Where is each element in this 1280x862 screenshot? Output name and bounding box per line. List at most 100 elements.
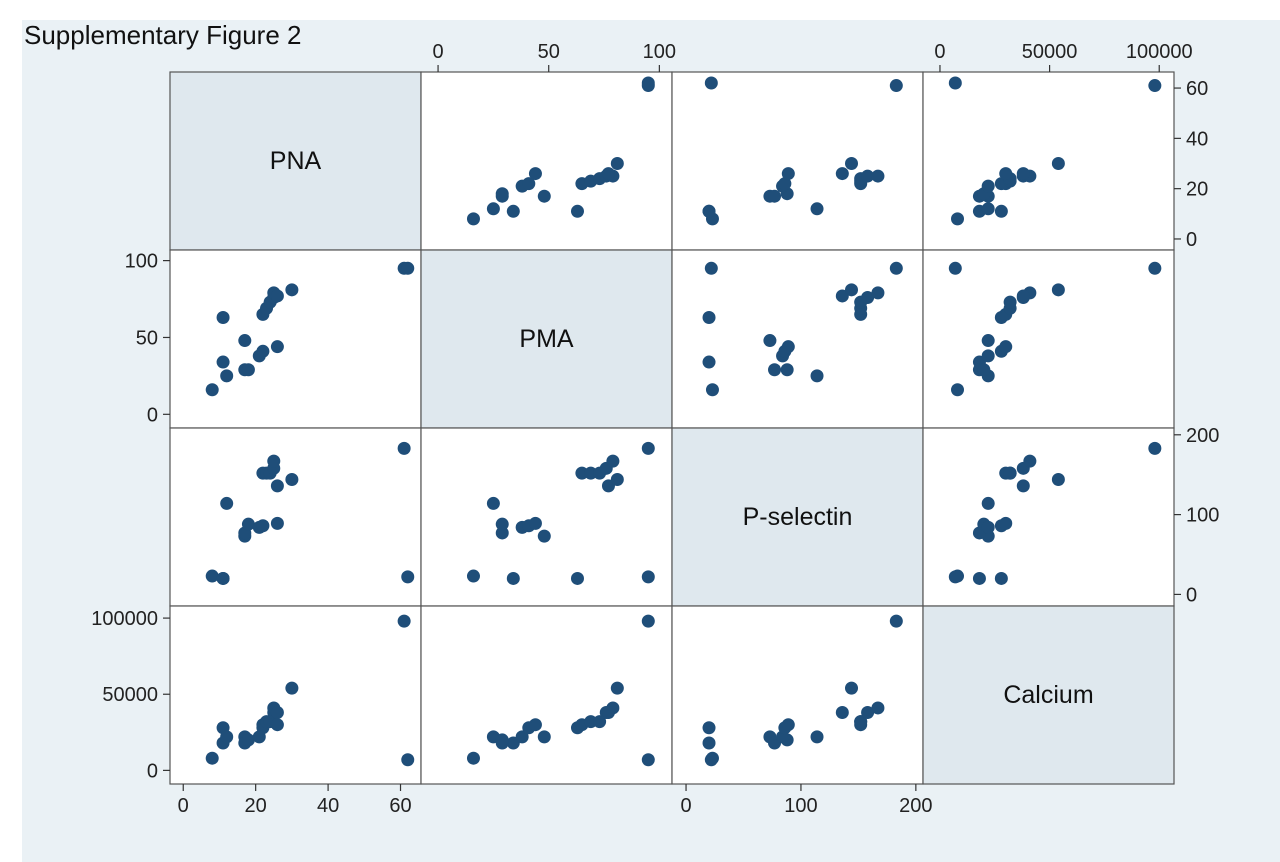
x-tick-label-p-selectin: 0 xyxy=(680,795,691,817)
data-point-pma-vs-calcium xyxy=(948,261,962,275)
data-point-pma-vs-pna xyxy=(256,344,270,358)
scatter-cell-p-selectin-vs-pma xyxy=(420,427,673,607)
data-point-pma-vs-pna xyxy=(285,283,299,297)
data-point-calcium-vs-pma xyxy=(601,706,615,720)
variable-label-pma: PMA xyxy=(519,325,574,353)
x-tick-label-calcium: 0 xyxy=(934,41,945,63)
data-point-p-selectin-vs-calcium xyxy=(1148,441,1162,455)
diagonal-cell-pma xyxy=(420,249,673,429)
data-point-pna-vs-pma xyxy=(466,212,480,226)
data-point-pna-vs-pma xyxy=(506,204,520,218)
data-point-p-selectin-vs-calcium xyxy=(948,570,962,584)
data-point-p-selectin-vs-calcium xyxy=(1003,466,1017,480)
data-point-calcium-vs-p-selectin xyxy=(704,753,718,767)
data-point-pma-vs-calcium xyxy=(981,334,995,348)
data-point-pna-vs-pma xyxy=(495,187,509,201)
data-point-calcium-vs-pna xyxy=(401,753,415,767)
data-point-pma-vs-pna xyxy=(220,369,234,383)
x-tick-label-pma: 50 xyxy=(538,41,560,63)
data-point-calcium-vs-pna xyxy=(241,733,255,747)
diagonal-cell-calcium xyxy=(922,605,1175,785)
data-point-pma-vs-pna xyxy=(270,340,284,354)
data-point-calcium-vs-p-selectin xyxy=(702,736,716,750)
scatter-cell-pna-vs-calcium xyxy=(922,71,1175,251)
data-point-p-selectin-vs-pma xyxy=(528,516,542,530)
scatter-cell-calcium-vs-pma xyxy=(420,605,673,785)
data-point-pna-vs-pma xyxy=(528,167,542,181)
data-point-pma-vs-pna xyxy=(241,363,255,377)
data-point-pna-vs-calcium xyxy=(981,179,995,193)
data-point-pna-vs-calcium xyxy=(1148,79,1162,93)
y-tick-label-calcium: 0 xyxy=(147,760,158,782)
y-tick-label-calcium: 50000 xyxy=(102,684,158,706)
x-tick-label-pna: 60 xyxy=(389,795,411,817)
data-point-pna-vs-calcium xyxy=(948,76,962,90)
data-point-p-selectin-vs-calcium xyxy=(999,516,1013,530)
data-point-p-selectin-vs-pna xyxy=(256,519,270,533)
data-point-pma-vs-p-selectin xyxy=(702,355,716,369)
scatter-cell-pma-vs-pna xyxy=(169,249,422,429)
data-point-pna-vs-calcium xyxy=(1016,167,1030,181)
x-tick-label-pma: 0 xyxy=(433,41,444,63)
data-point-pma-vs-calcium xyxy=(999,340,1013,354)
data-point-pma-vs-pna xyxy=(216,310,230,324)
data-point-calcium-vs-pma xyxy=(495,733,509,747)
data-point-p-selectin-vs-pna xyxy=(270,479,284,493)
data-point-calcium-vs-pma xyxy=(528,718,542,732)
data-point-p-selectin-vs-pma xyxy=(506,571,520,585)
x-tick-label-pma: 100 xyxy=(643,41,676,63)
data-point-pma-vs-p-selectin xyxy=(704,261,718,275)
data-point-calcium-vs-pma xyxy=(610,681,624,695)
data-point-p-selectin-vs-pna xyxy=(267,454,281,468)
data-point-pma-vs-p-selectin xyxy=(780,363,794,377)
data-point-pma-vs-pna xyxy=(205,383,219,397)
data-point-calcium-vs-pma xyxy=(515,730,529,744)
data-point-pna-vs-p-selectin xyxy=(704,76,718,90)
x-tick-label-pna: 20 xyxy=(245,795,267,817)
figure-title: Supplementary Figure 2 xyxy=(24,20,302,50)
data-point-calcium-vs-pma xyxy=(641,753,655,767)
scatter-cell-pna-vs-pma xyxy=(420,71,673,251)
y-tick-label-pma: 100 xyxy=(125,251,158,273)
data-point-p-selectin-vs-pma xyxy=(495,517,509,531)
data-point-pna-vs-pma xyxy=(570,204,584,218)
data-point-pma-vs-p-selectin xyxy=(871,286,885,300)
data-point-p-selectin-vs-pma xyxy=(486,496,500,510)
data-point-calcium-vs-pna xyxy=(270,718,284,732)
x-tick-label-calcium: 50000 xyxy=(1022,41,1078,63)
y-tick-label-p-selectin: 0 xyxy=(1186,584,1197,606)
data-point-p-selectin-vs-calcium xyxy=(972,571,986,585)
data-point-calcium-vs-p-selectin xyxy=(810,730,824,744)
data-point-pma-vs-p-selectin xyxy=(705,383,719,397)
data-point-p-selectin-vs-pna xyxy=(401,570,415,584)
data-point-pna-vs-p-selectin xyxy=(871,169,885,183)
data-point-calcium-vs-p-selectin xyxy=(871,701,885,715)
data-point-pma-vs-calcium xyxy=(1003,295,1017,309)
data-point-calcium-vs-p-selectin xyxy=(835,706,849,720)
data-point-p-selectin-vs-pma xyxy=(641,570,655,584)
data-point-calcium-vs-pna xyxy=(397,614,411,628)
diagonal-cell-p-selectin xyxy=(671,427,924,607)
data-point-pna-vs-pma xyxy=(522,177,536,191)
y-tick-label-pna: 60 xyxy=(1186,78,1208,100)
y-tick-label-pma: 50 xyxy=(136,327,158,349)
data-point-p-selectin-vs-pma xyxy=(466,569,480,583)
data-point-pma-vs-p-selectin xyxy=(768,363,782,377)
data-point-pma-vs-pna xyxy=(401,261,415,275)
data-point-p-selectin-vs-calcium xyxy=(1023,454,1037,468)
y-tick-label-p-selectin: 100 xyxy=(1186,505,1219,527)
data-point-calcium-vs-pma xyxy=(537,730,551,744)
y-tick-label-p-selectin: 200 xyxy=(1186,425,1219,447)
data-point-pna-vs-pma xyxy=(601,167,615,181)
data-point-pma-vs-p-selectin xyxy=(702,310,716,324)
data-point-p-selectin-vs-calcium xyxy=(1051,472,1065,486)
data-point-calcium-vs-p-selectin xyxy=(889,614,903,628)
scatter-cell-pma-vs-calcium xyxy=(922,249,1175,429)
data-point-p-selectin-vs-pma xyxy=(606,454,620,468)
data-point-pma-vs-pna xyxy=(238,334,252,348)
data-point-calcium-vs-pna xyxy=(205,751,219,765)
data-point-p-selectin-vs-pma xyxy=(537,529,551,543)
data-point-pna-vs-pma xyxy=(537,189,551,203)
data-point-pma-vs-p-selectin xyxy=(810,369,824,383)
y-tick-label-calcium: 100000 xyxy=(91,608,158,630)
